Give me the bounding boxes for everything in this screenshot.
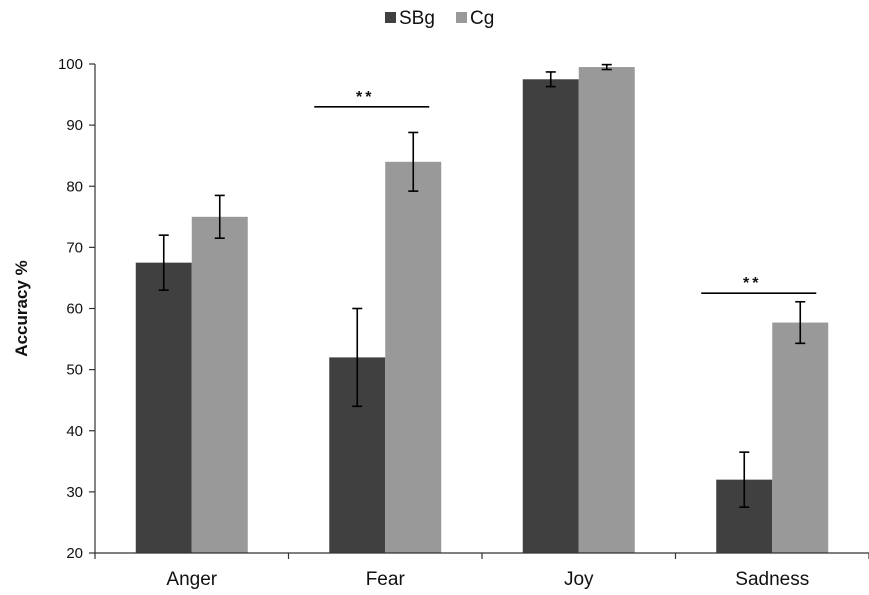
x-tick-label-sadness: Sadness	[735, 569, 809, 590]
bar-cg-fear	[385, 161, 442, 554]
x-tick-label-joy: Joy	[564, 569, 594, 590]
y-tick-label: 60	[66, 301, 83, 318]
bar-cg-joy	[578, 67, 635, 554]
bars	[135, 67, 829, 554]
significance-label-fear: **	[356, 89, 374, 106]
legend-label-cg: Cg	[470, 8, 494, 29]
y-tick-label: 30	[66, 484, 83, 501]
legend-swatch-cg	[456, 12, 467, 23]
y-axis: 20 30 40 50 60 70 80 90 100	[58, 56, 96, 562]
error-bars	[158, 63, 806, 508]
bar-cg-anger	[191, 216, 248, 553]
y-tick-label: 100	[58, 56, 83, 73]
bar-sbg-joy	[522, 79, 579, 553]
y-tick-label: 90	[66, 117, 83, 134]
y-tick-label: 50	[66, 362, 83, 379]
y-tick-label: 40	[66, 423, 83, 440]
y-tick-label: 80	[66, 178, 83, 195]
bar-cg-sadness	[772, 322, 829, 553]
x-tick-label-fear: Fear	[366, 569, 406, 590]
y-axis-label: Accuracy %	[12, 260, 31, 356]
bar-sbg-anger	[135, 262, 192, 553]
x-axis: Anger Fear Joy Sadness	[94, 552, 869, 590]
legend: SBg Cg	[385, 8, 494, 29]
legend-swatch-sbg	[385, 12, 396, 23]
y-tick-label: 20	[66, 545, 83, 562]
legend-label-sbg: SBg	[399, 8, 435, 29]
y-tick-label: 70	[66, 239, 83, 256]
x-tick-label-anger: Anger	[166, 569, 217, 590]
significance-label-sadness: **	[743, 275, 761, 292]
significance-markers: ** **	[314, 89, 817, 295]
